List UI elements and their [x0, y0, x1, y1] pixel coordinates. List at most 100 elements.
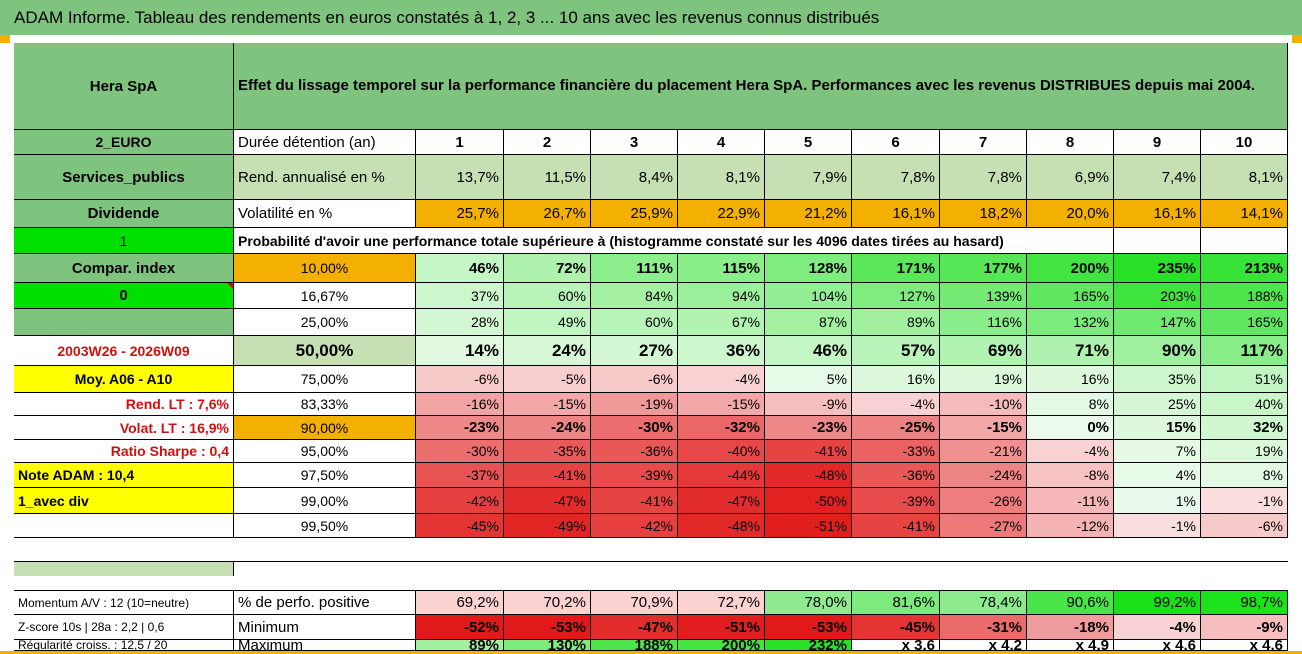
percentile-value: 165%	[1201, 309, 1288, 336]
percentile-value: -30%	[416, 440, 504, 463]
period-range: 2003W26 - 2026W09	[14, 336, 234, 366]
percentile-value: -33%	[852, 440, 940, 463]
percentile-value: 188%	[1201, 283, 1288, 309]
percentile-value: 40%	[1201, 393, 1288, 416]
volatility-value: 25,9%	[591, 200, 678, 228]
flag-zero: 0	[14, 283, 234, 309]
volatility-value: 20,0%	[1027, 200, 1114, 228]
percentile-value: -40%	[678, 440, 765, 463]
annual-return-value: 7,9%	[765, 155, 852, 200]
percentile-threshold: 97,50%	[234, 463, 416, 488]
percentile-threshold: 83,33%	[234, 393, 416, 416]
long-term-volatility: Volat. LT : 16,9%	[14, 416, 234, 440]
percentile-value: 37%	[416, 283, 504, 309]
zscore-indicator: Z-score 10s | 28a : 2,2 | 0,6	[14, 615, 234, 640]
annual-return-value: 7,4%	[1114, 155, 1201, 200]
percentile-value: 203%	[1114, 283, 1201, 309]
duration-year: 1	[416, 130, 504, 155]
percentile-value: 36%	[678, 336, 765, 366]
gap-row	[14, 538, 1288, 562]
positive-perf-label: % de perfo. positive	[234, 591, 416, 615]
percentile-value: 60%	[591, 309, 678, 336]
percentile-value: -24%	[504, 416, 591, 440]
duration-label: Durée détention (an)	[234, 130, 416, 155]
percentile-value: -42%	[416, 488, 504, 514]
percentile-value: -39%	[852, 488, 940, 514]
percentile-value: 69%	[940, 336, 1027, 366]
percentile-value: -49%	[504, 514, 591, 538]
top-spacer	[0, 35, 1302, 43]
percentile-value: -4%	[1027, 440, 1114, 463]
percentile-value: 7%	[1114, 440, 1201, 463]
percentile-value: -12%	[1027, 514, 1114, 538]
volatility-value: 26,7%	[504, 200, 591, 228]
sector-name: Services_publics	[14, 155, 234, 200]
sharpe-ratio: Ratio Sharpe : 0,4	[14, 440, 234, 463]
positive-perf-value: 81,6%	[852, 591, 940, 615]
report-title: ADAM Informe. Tableau des rendements en …	[0, 0, 1302, 35]
volatility-value: 25,7%	[416, 200, 504, 228]
duration-year: 2	[504, 130, 591, 155]
annual-return-value: 7,8%	[852, 155, 940, 200]
percentile-value: -4%	[678, 366, 765, 393]
minimum-value: -9%	[1201, 615, 1288, 640]
percentile-value: -45%	[416, 514, 504, 538]
percentile-value: 5%	[765, 366, 852, 393]
minimum-label: Minimum	[234, 615, 416, 640]
percentile-value: 165%	[1027, 283, 1114, 309]
minimum-value: -45%	[852, 615, 940, 640]
percentile-value: -48%	[678, 514, 765, 538]
corner-marker-right	[1292, 35, 1302, 43]
positive-perf-value: 78,0%	[765, 591, 852, 615]
percentile-value: -27%	[940, 514, 1027, 538]
percentile-value: -47%	[678, 488, 765, 514]
percentile-value: 104%	[765, 283, 852, 309]
percentile-value: 117%	[1201, 336, 1288, 366]
percentile-value: 28%	[416, 309, 504, 336]
annual-return-value: 8,1%	[678, 155, 765, 200]
percentile-value: 127%	[852, 283, 940, 309]
percentile-value: -11%	[1027, 488, 1114, 514]
duration-year: 7	[940, 130, 1027, 155]
percentile-threshold: 50,00%	[234, 336, 416, 366]
percentile-value: -1%	[1201, 488, 1288, 514]
positive-perf-value: 90,6%	[1027, 591, 1114, 615]
annual-return-value: 7,8%	[940, 155, 1027, 200]
maximum-value: 89%	[416, 640, 504, 651]
percentile-value: 132%	[1027, 309, 1114, 336]
percentile-value: 94%	[678, 283, 765, 309]
percentile-value: 60%	[504, 283, 591, 309]
compar-index-label: Compar. index	[14, 254, 234, 283]
percentile-value: -37%	[416, 463, 504, 488]
percentile-value: -35%	[504, 440, 591, 463]
percentile-value: 84%	[591, 283, 678, 309]
percentile-value: -16%	[416, 393, 504, 416]
percentile-threshold: 95,00%	[234, 440, 416, 463]
duration-year: 9	[1114, 130, 1201, 155]
maximum-value: 188%	[591, 640, 678, 651]
percentile-value: -41%	[504, 463, 591, 488]
percentile-threshold: 99,00%	[234, 488, 416, 514]
percentile-value: 24%	[504, 336, 591, 366]
volatility-value: 21,2%	[765, 200, 852, 228]
percentile-value: 177%	[940, 254, 1027, 283]
percentile-value: 57%	[852, 336, 940, 366]
percentile-threshold: 90,00%	[234, 416, 416, 440]
company-name: Hera SpA	[14, 43, 234, 130]
percentile-value: 200%	[1027, 254, 1114, 283]
duration-year: 8	[1027, 130, 1114, 155]
percentile-value: 111%	[591, 254, 678, 283]
annual-return-value: 8,1%	[1201, 155, 1288, 200]
percentile-value: -4%	[852, 393, 940, 416]
percentile-value: 1%	[1114, 488, 1201, 514]
percentile-threshold: 10,00%	[234, 254, 416, 283]
percentile-value: -41%	[591, 488, 678, 514]
percentile-value: -15%	[940, 416, 1027, 440]
positive-perf-value: 70,2%	[504, 591, 591, 615]
percentile-value: 116%	[940, 309, 1027, 336]
positive-perf-value: 99,2%	[1114, 591, 1201, 615]
percentile-value: 171%	[852, 254, 940, 283]
minimum-value: -52%	[416, 615, 504, 640]
annual-return-value: 6,9%	[1027, 155, 1114, 200]
percentile-value: -48%	[765, 463, 852, 488]
